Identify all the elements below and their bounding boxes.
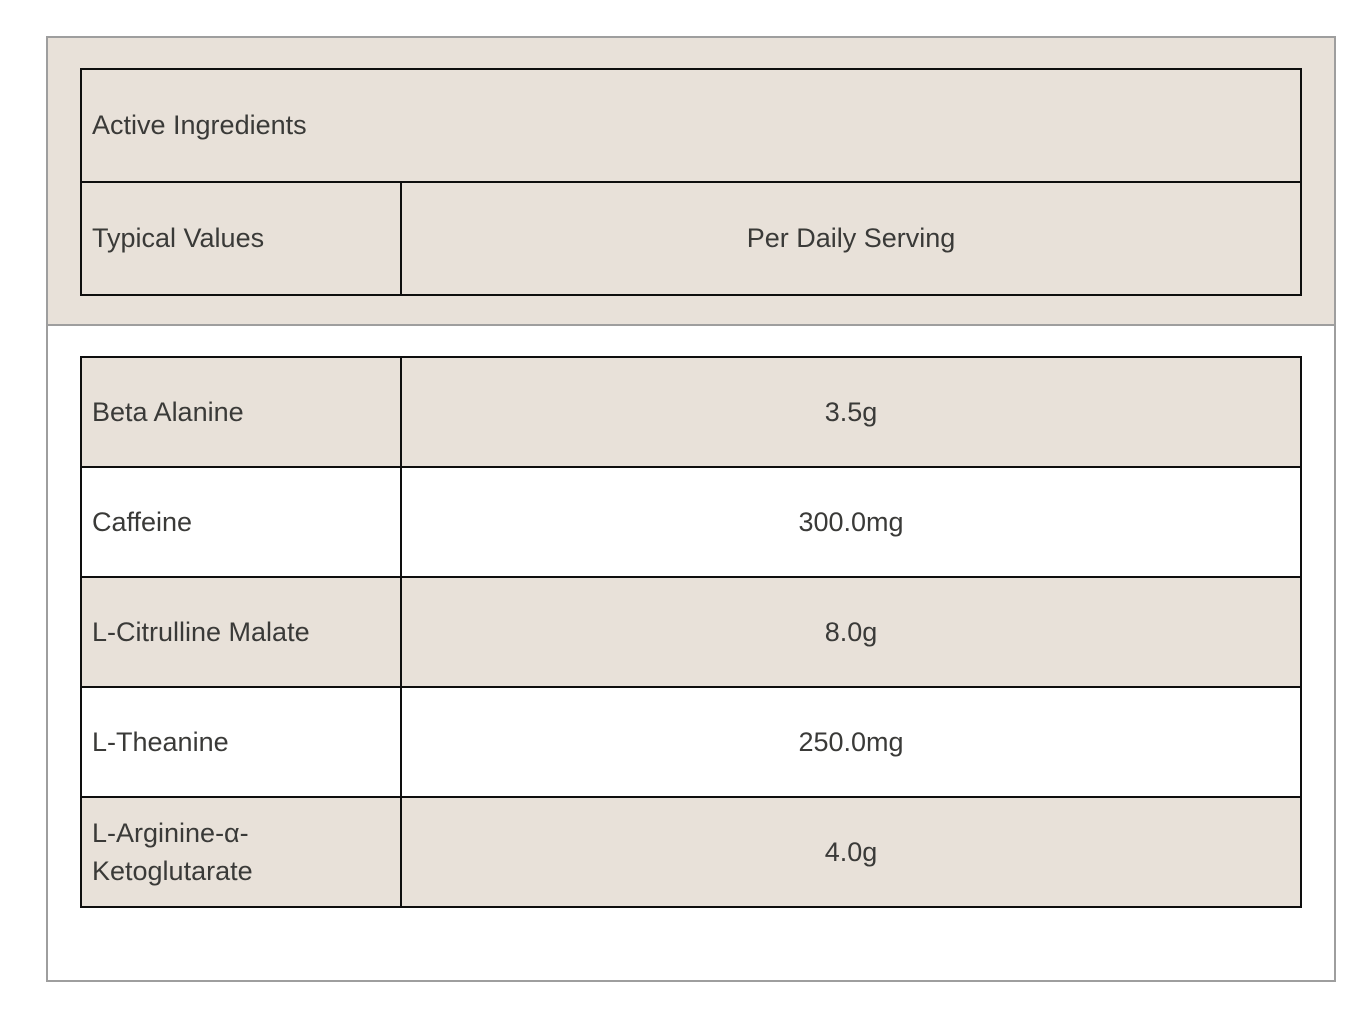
table-row: L-Theanine 250.0mg <box>80 686 1302 798</box>
header-column-row: Typical Values Per Daily Serving <box>80 181 1302 296</box>
ingredient-name: Beta Alanine <box>80 356 402 468</box>
column-header-typical-values: Typical Values <box>80 181 402 296</box>
active-ingredients-panel: Active Ingredients Typical Values Per Da… <box>46 36 1336 982</box>
panel-header-section: Active Ingredients Typical Values Per Da… <box>48 38 1334 326</box>
ingredient-amount: 4.0g <box>400 796 1302 908</box>
table-row: L-Arginine-α-Ketoglutarate 4.0g <box>80 796 1302 908</box>
ingredient-name: L-Arginine-α-Ketoglutarate <box>80 796 402 908</box>
ingredient-name: Caffeine <box>80 466 402 578</box>
ingredient-amount: 250.0mg <box>400 686 1302 798</box>
table-row: Caffeine 300.0mg <box>80 466 1302 578</box>
panel-title: Active Ingredients <box>80 68 1302 183</box>
panel-body-section: Beta Alanine 3.5g Caffeine 300.0mg L-Cit… <box>48 326 1334 938</box>
header-table: Active Ingredients Typical Values Per Da… <box>80 68 1302 296</box>
header-title-row: Active Ingredients <box>80 68 1302 183</box>
ingredient-amount: 300.0mg <box>400 466 1302 578</box>
ingredients-table: Beta Alanine 3.5g Caffeine 300.0mg L-Cit… <box>80 356 1302 908</box>
ingredient-name: L-Citrulline Malate <box>80 576 402 688</box>
table-row: Beta Alanine 3.5g <box>80 356 1302 468</box>
ingredient-name: L-Theanine <box>80 686 402 798</box>
ingredient-amount: 8.0g <box>400 576 1302 688</box>
table-row: L-Citrulline Malate 8.0g <box>80 576 1302 688</box>
ingredient-amount: 3.5g <box>400 356 1302 468</box>
column-header-per-daily-serving: Per Daily Serving <box>400 181 1302 296</box>
